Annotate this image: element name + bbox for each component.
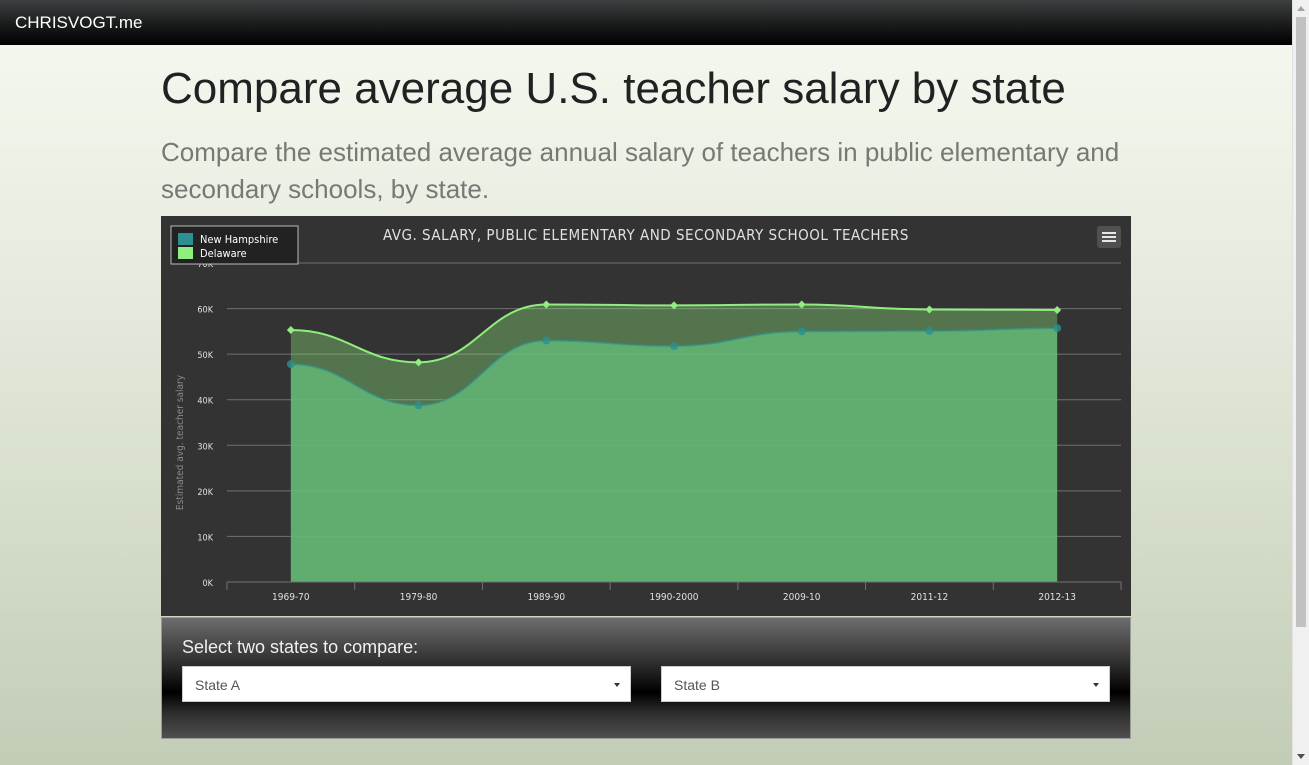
x-tick-label: 1990-2000 [649, 592, 698, 603]
data-point [670, 341, 678, 350]
selector-label: Select two states to compare: [182, 637, 419, 657]
legend-label: Delaware [200, 247, 247, 260]
y-axis-title: Estimated avg. teacher salary [175, 374, 186, 510]
state-a-value: State A [195, 677, 241, 693]
x-tick-label: 2012-13 [1038, 592, 1076, 603]
y-tick-label: 40K [197, 397, 213, 407]
x-tick-label: 1979-80 [400, 592, 438, 603]
data-point [670, 301, 678, 310]
legend-swatch [178, 233, 193, 245]
page-title: Compare average U.S. teacher salary by s… [161, 64, 1066, 113]
chart-title: AVG. SALARY, PUBLIC ELEMENTARY AND SECON… [383, 226, 909, 244]
state-selector-panel: Select two states to compare: State A St… [161, 617, 1131, 739]
chevron-down-icon [614, 683, 620, 687]
y-tick-label: 50K [197, 351, 213, 361]
data-point [925, 326, 934, 335]
x-tick-label: 2011-12 [911, 592, 949, 603]
y-tick-label: 60K [197, 306, 213, 316]
vertical-scrollbar[interactable] [1292, 0, 1309, 765]
state-b-value: State B [674, 677, 720, 693]
page-subtitle: Compare the estimated average annual sal… [161, 137, 1120, 204]
scroll-up-arrow-icon[interactable] [1297, 6, 1305, 11]
legend-label: New Hampshire [200, 233, 278, 246]
data-point [1053, 305, 1062, 314]
state-a-select[interactable]: State A [182, 666, 631, 702]
y-tick-label: 20K [197, 488, 213, 498]
x-tick-label: 1989-90 [527, 592, 565, 603]
y-tick-label: 10K [197, 533, 213, 543]
y-tick-label: 70K [197, 260, 213, 270]
top-navbar: CHRISVOGT.me [0, 0, 1292, 45]
data-point [286, 325, 295, 334]
scroll-down-arrow-icon[interactable] [1297, 754, 1305, 759]
y-tick-label: 0K [203, 579, 214, 589]
salary-area-chart-svg: AVG. SALARY, PUBLIC ELEMENTARY AND SECON… [170, 225, 1122, 603]
data-point [925, 305, 934, 314]
chart-menu-icon[interactable] [1097, 226, 1121, 248]
data-point [542, 336, 551, 345]
series-area-0 [290, 328, 1058, 582]
data-point [797, 300, 806, 309]
brand-link[interactable]: CHRISVOGT.me [15, 13, 143, 32]
salary-chart: AVG. SALARY, PUBLIC ELEMENTARY AND SECON… [161, 216, 1131, 616]
chevron-down-icon [1093, 683, 1099, 687]
y-tick-label: 30K [197, 442, 213, 452]
data-point [414, 358, 423, 367]
data-point [1053, 324, 1062, 333]
scrollbar-thumb[interactable] [1296, 17, 1306, 627]
x-tick-label: 2009-10 [783, 592, 821, 603]
data-point [542, 300, 551, 309]
data-point [286, 360, 295, 369]
state-b-select[interactable]: State B [661, 666, 1110, 702]
x-tick-label: 1969-70 [272, 592, 310, 603]
data-point [414, 401, 423, 410]
legend-swatch [178, 247, 193, 259]
data-point [797, 327, 806, 336]
